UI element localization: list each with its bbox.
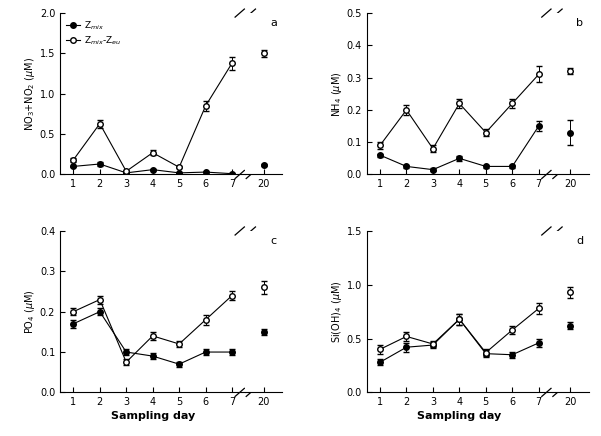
X-axis label: Sampling day: Sampling day [111, 412, 195, 422]
Text: a: a [270, 18, 277, 28]
Text: d: d [576, 236, 584, 246]
Text: b: b [576, 18, 584, 28]
Y-axis label: NO$_3$+NO$_2$ ($\mu$M): NO$_3$+NO$_2$ ($\mu$M) [23, 57, 37, 131]
Y-axis label: Si(OH)$_4$ ($\mu$M): Si(OH)$_4$ ($\mu$M) [330, 280, 344, 343]
Text: c: c [270, 236, 277, 246]
X-axis label: Sampling day: Sampling day [417, 412, 501, 422]
Y-axis label: PO$_4$ ($\mu$M): PO$_4$ ($\mu$M) [23, 290, 37, 334]
Y-axis label: NH$_4$ ($\mu$M): NH$_4$ ($\mu$M) [330, 71, 344, 116]
Legend: Z$_{mix}$, Z$_{mix}$-Z$_{eu}$: Z$_{mix}$, Z$_{mix}$-Z$_{eu}$ [65, 17, 123, 48]
